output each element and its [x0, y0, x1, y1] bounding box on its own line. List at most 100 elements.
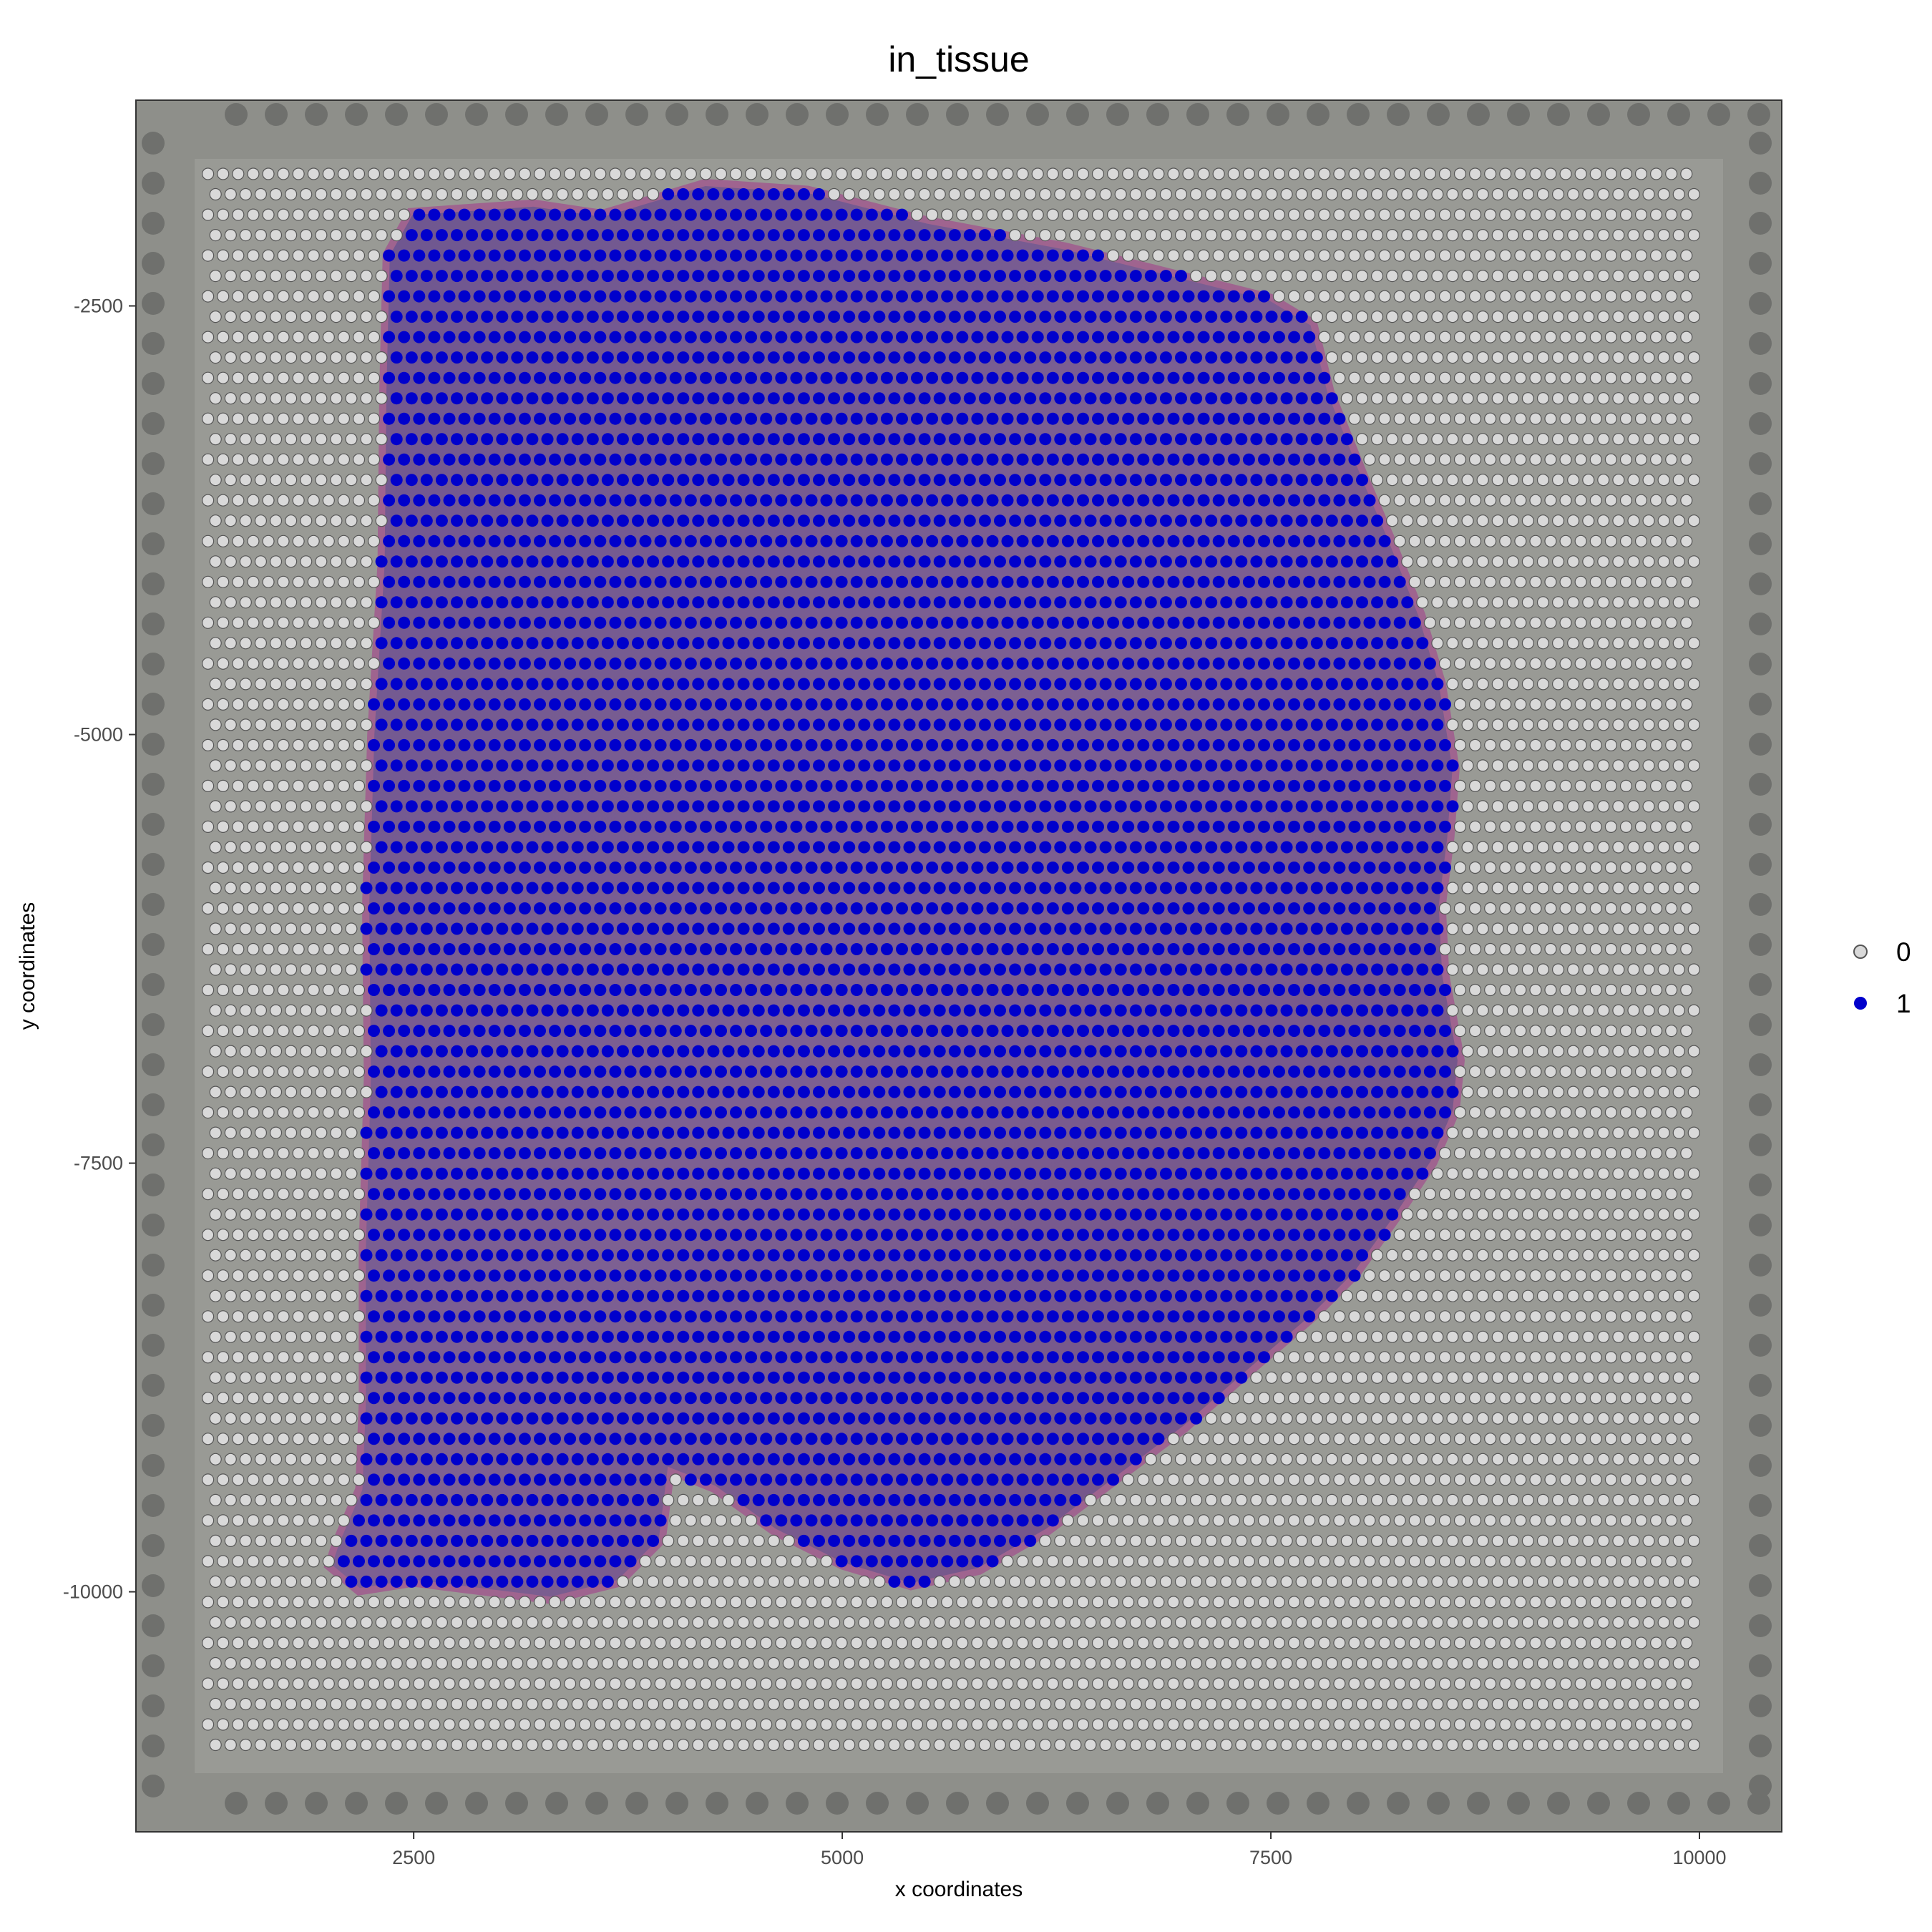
spot-in-tissue [1182, 494, 1195, 507]
spot-outside-tissue [1024, 229, 1037, 242]
spot-outside-tissue [1340, 351, 1354, 364]
spot-outside-tissue [1657, 433, 1670, 446]
spot-in-tissue [383, 535, 396, 547]
spot-in-tissue [1295, 596, 1308, 609]
spot-in-tissue [1001, 738, 1014, 751]
spot-in-tissue [534, 862, 546, 874]
spot-in-tissue [451, 800, 463, 813]
spot-in-tissue [481, 555, 494, 568]
spot-in-tissue [1280, 555, 1293, 568]
spot-in-tissue [1378, 738, 1391, 751]
spot-in-tissue [775, 249, 788, 262]
spot-in-tissue [375, 841, 388, 854]
spot-in-tissue [760, 616, 773, 629]
spot-in-tissue [451, 1004, 463, 1017]
spot-outside-tissue [1612, 270, 1625, 283]
spot-in-tissue [994, 678, 1006, 691]
spot-in-tissue [647, 555, 660, 568]
spot-outside-tissue [1582, 270, 1595, 283]
spot-outside-tissue [360, 1004, 373, 1017]
spot-outside-tissue [285, 596, 298, 609]
spot-outside-tissue [1446, 1126, 1459, 1139]
spot-in-tissue [858, 1085, 871, 1098]
spot-in-tissue [865, 698, 878, 711]
spot-outside-tissue [307, 453, 320, 466]
spot-in-tissue [1144, 392, 1157, 405]
spot-outside-tissue [1680, 453, 1693, 466]
spot-in-tissue [616, 678, 629, 691]
spot-outside-tissue [209, 759, 222, 772]
spot-outside-tissue [1122, 249, 1135, 262]
spot-in-tissue [1363, 984, 1376, 996]
spot-in-tissue [586, 596, 599, 609]
spot-outside-tissue [1453, 535, 1467, 547]
spot-in-tissue [1182, 779, 1195, 792]
spot-outside-tissue [1544, 371, 1557, 384]
spot-outside-tissue [239, 474, 252, 487]
spot-outside-tissue [254, 759, 267, 772]
spot-in-tissue [888, 1045, 901, 1058]
spot-in-tissue [669, 862, 682, 874]
spot-outside-tissue [269, 882, 283, 894]
spot-outside-tissue [1016, 167, 1029, 180]
spot-in-tissue [428, 535, 441, 547]
spot-in-tissue [390, 311, 403, 323]
spot-in-tissue [1333, 1065, 1346, 1078]
spot-in-tissue [828, 800, 841, 813]
spot-outside-tissue [1680, 208, 1693, 221]
spot-in-tissue [1001, 779, 1014, 792]
spot-outside-tissue [292, 1024, 305, 1038]
spot-in-tissue [1310, 1045, 1323, 1058]
spot-outside-tissue [1529, 453, 1542, 466]
spot-in-tissue [1077, 412, 1089, 425]
spot-in-tissue [654, 331, 667, 343]
spot-in-tissue [1235, 474, 1248, 487]
spot-in-tissue [828, 718, 841, 731]
spot-outside-tissue [1423, 575, 1437, 588]
spot-outside-tissue [360, 187, 373, 201]
spot-in-tissue [752, 596, 765, 609]
spot-outside-tissue [269, 596, 283, 609]
spot-in-tissue [933, 718, 946, 731]
spot-in-tissue [896, 331, 908, 343]
spot-outside-tissue [443, 167, 456, 180]
spot-outside-tissue [1295, 270, 1308, 283]
spot-outside-tissue [1544, 820, 1557, 834]
spot-in-tissue [1408, 738, 1421, 751]
spot-in-tissue [986, 820, 999, 833]
spot-in-tissue [1408, 657, 1421, 670]
spot-outside-tissue [269, 1045, 283, 1058]
spot-in-tissue [579, 249, 592, 262]
spot-in-tissue [594, 902, 607, 914]
spot-in-tissue [1182, 657, 1195, 670]
spot-in-tissue [994, 311, 1006, 323]
spot-in-tissue [1318, 698, 1331, 711]
spot-outside-tissue [232, 698, 245, 711]
spot-outside-tissue [1597, 311, 1610, 323]
spot-in-tissue [1069, 596, 1082, 609]
spot-in-tissue [1280, 433, 1293, 446]
spot-in-tissue [1258, 738, 1270, 751]
fiducial-dot [1627, 103, 1650, 126]
spot-in-tissue [1061, 820, 1074, 833]
spot-in-tissue [1242, 1106, 1255, 1119]
spot-outside-tissue [1665, 902, 1678, 915]
spot-in-tissue [1446, 1085, 1459, 1098]
spot-outside-tissue [352, 249, 366, 262]
spot-in-tissue [941, 862, 954, 874]
spot-in-tissue [503, 698, 516, 711]
spot-in-tissue [888, 1085, 901, 1098]
spot-outside-tissue [1627, 882, 1640, 894]
spot-outside-tissue [315, 1045, 328, 1058]
spot-in-tissue [466, 351, 479, 364]
spot-in-tissue [601, 678, 614, 691]
spot-outside-tissue [1152, 208, 1165, 221]
spot-in-tissue [1205, 637, 1218, 650]
spot-in-tissue [1325, 718, 1338, 731]
spot-in-tissue [752, 229, 765, 242]
spot-outside-tissue [1687, 392, 1700, 405]
spot-in-tissue [1077, 738, 1089, 751]
spot-in-tissue [413, 820, 426, 833]
spot-in-tissue [843, 270, 856, 283]
spot-in-tissue [632, 1045, 644, 1058]
